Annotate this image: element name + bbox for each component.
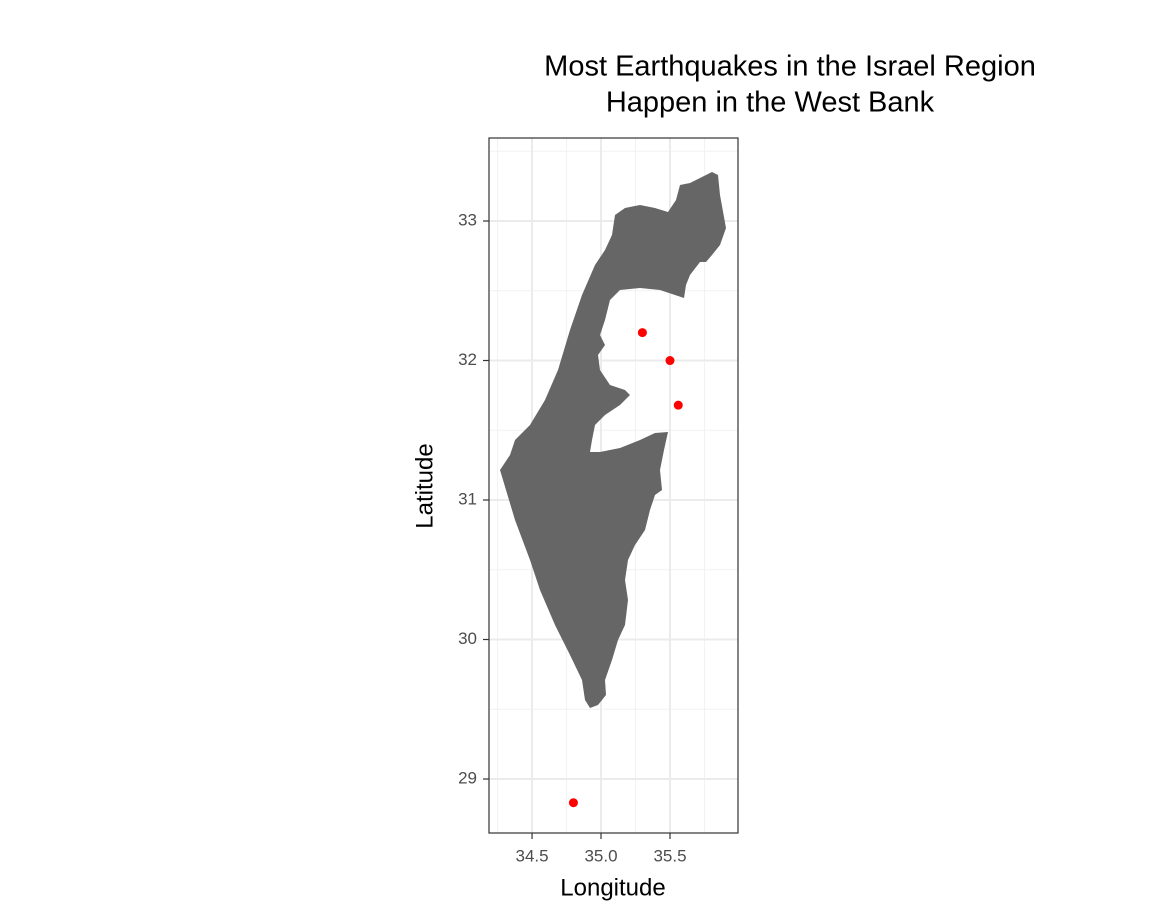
x-tick-label: 35.5 xyxy=(653,846,686,865)
chart-title: Most Earthquakes in the Israel Region xyxy=(544,51,1036,83)
points xyxy=(568,328,683,808)
point xyxy=(568,798,578,808)
panel-border xyxy=(488,137,739,834)
y-tick-label: 29 xyxy=(458,768,477,787)
point xyxy=(673,400,683,410)
y-tick-label: 32 xyxy=(458,350,477,369)
x-tick-label: 35.0 xyxy=(584,846,617,865)
y-tick-label: 31 xyxy=(458,489,477,508)
y-tick-label: 33 xyxy=(458,210,477,229)
point xyxy=(637,328,647,338)
point xyxy=(665,356,675,366)
y-tick-label: 30 xyxy=(458,629,477,648)
x-axis-title: Longitude xyxy=(560,874,665,901)
x-tick-label: 34.5 xyxy=(515,846,548,865)
y-axis-title: Latitude xyxy=(411,443,438,528)
chart-title: Happen in the West Bank xyxy=(606,87,935,119)
land-polygon xyxy=(500,172,726,708)
